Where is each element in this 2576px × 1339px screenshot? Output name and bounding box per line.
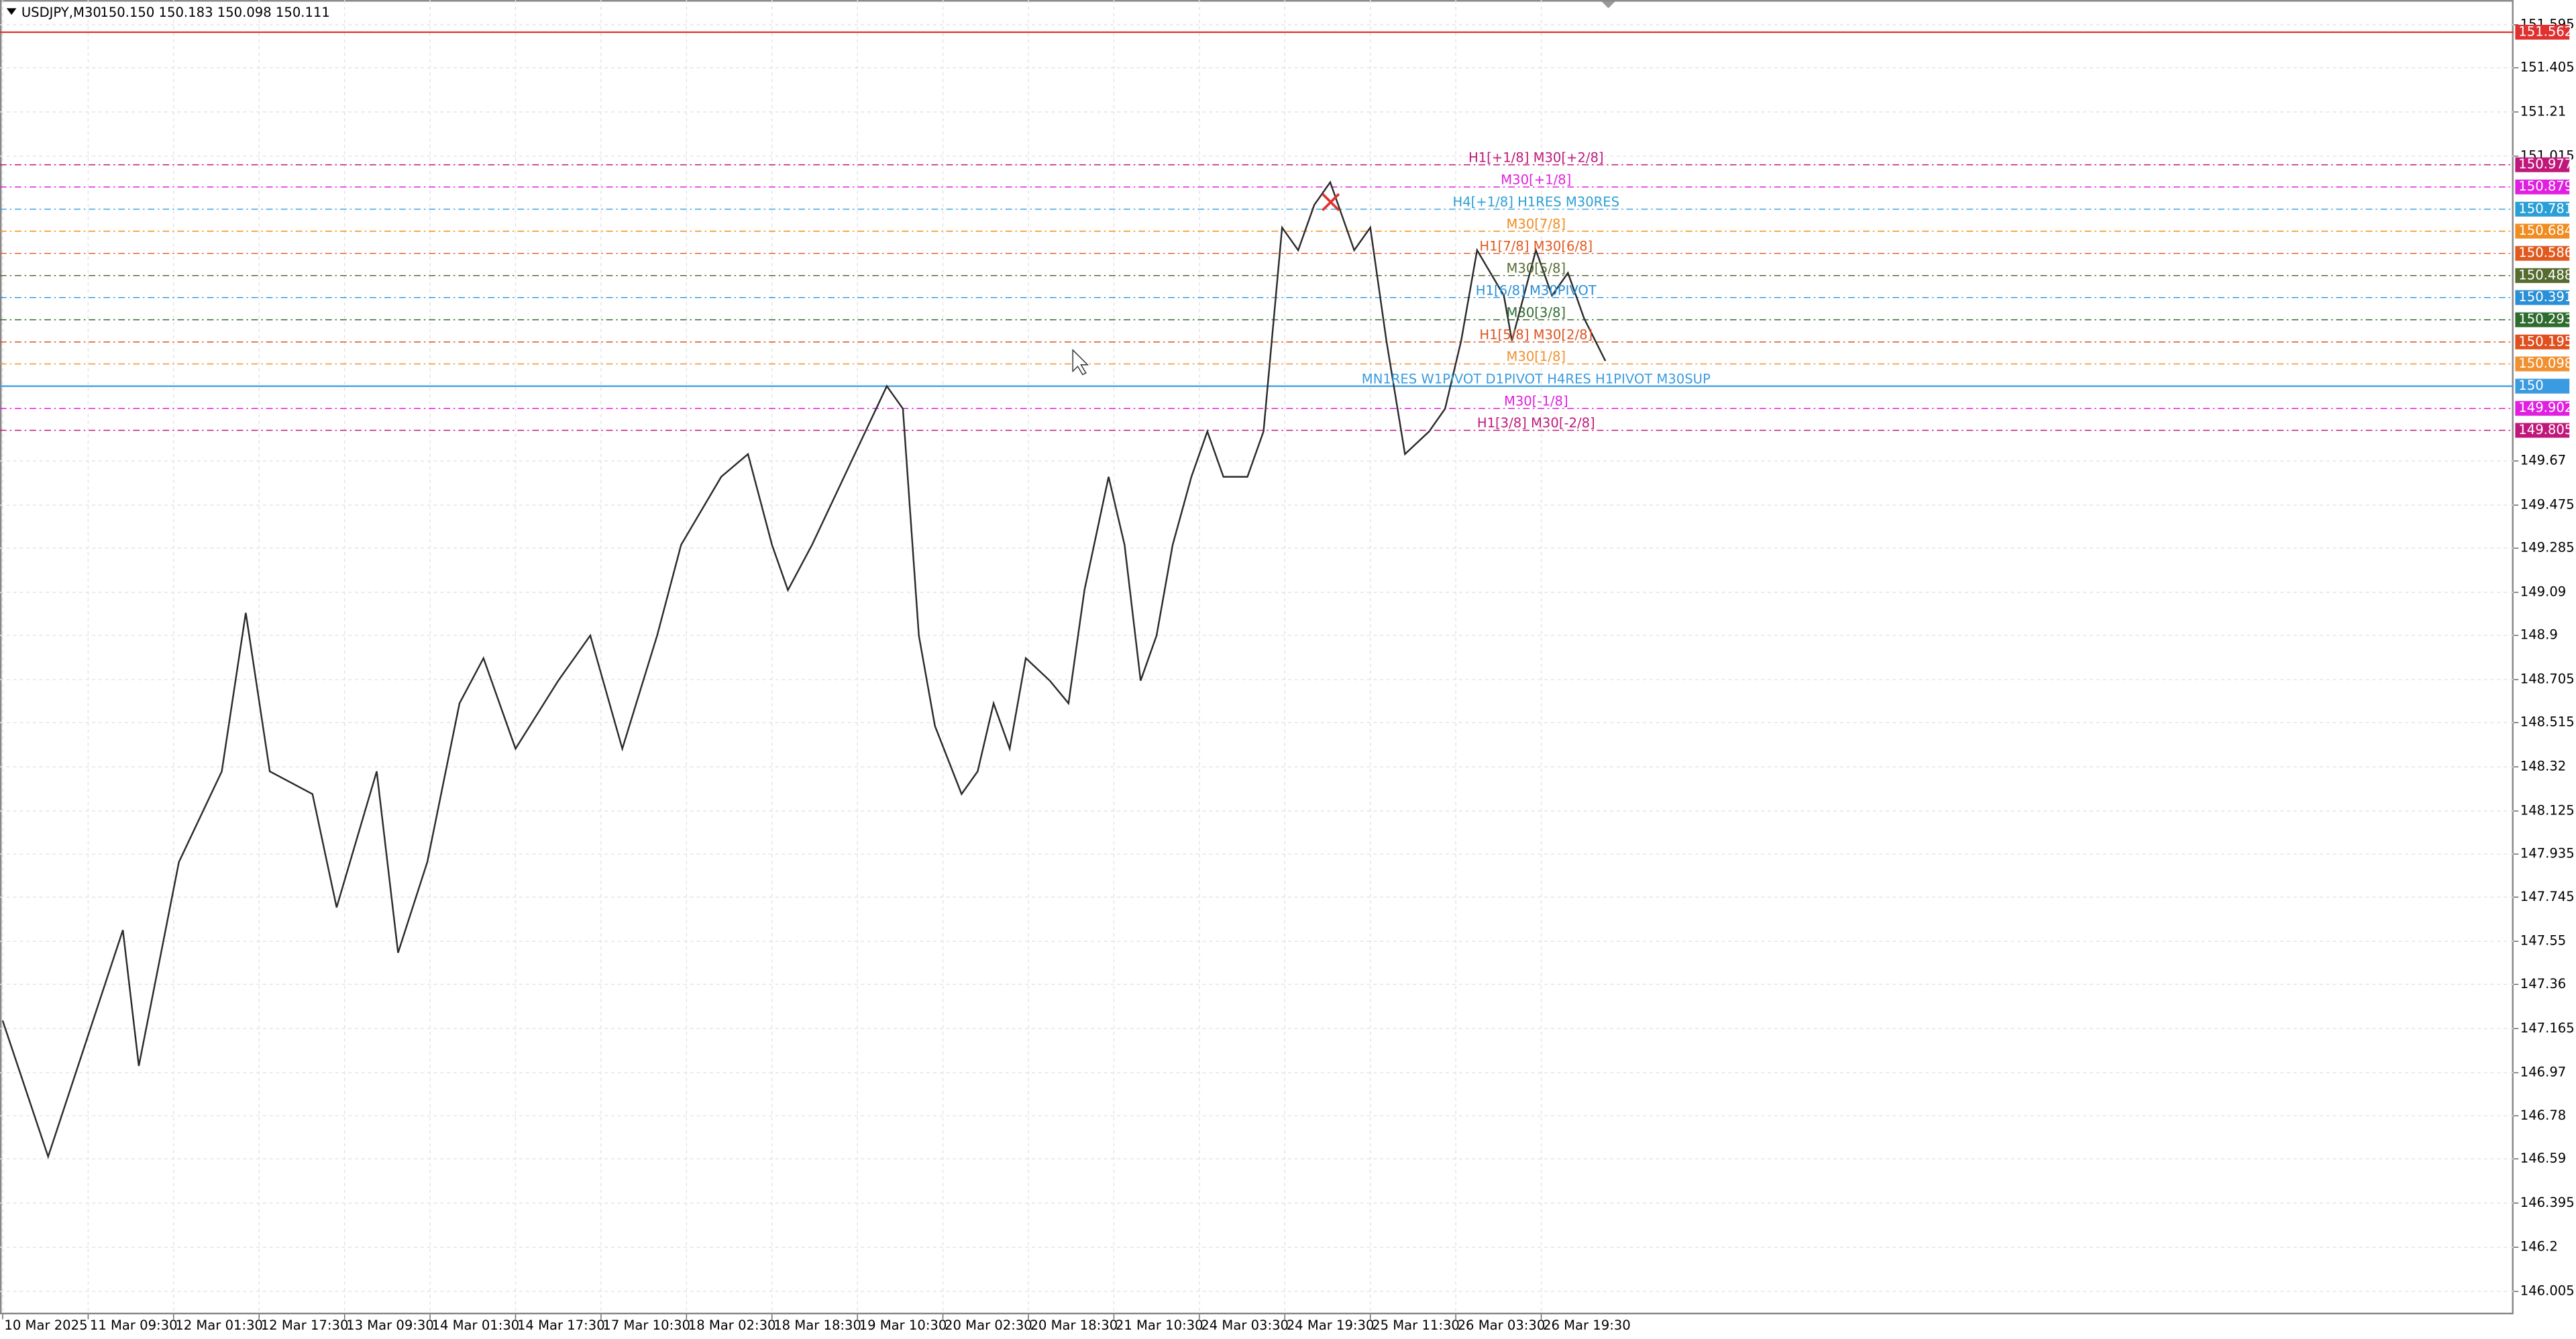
price-box	[2515, 201, 2570, 217]
price-box-label: 149.902	[2518, 400, 2573, 415]
x-tick-label: 24 Mar 19:30	[1287, 1318, 1375, 1333]
price-box	[2515, 290, 2570, 305]
price-box	[2515, 334, 2570, 350]
y-tick-label: 151.21	[2520, 103, 2567, 119]
y-tick-label: 149.475	[2520, 496, 2575, 512]
y-tick-label: 147.935	[2520, 846, 2575, 861]
y-tick-label: 148.32	[2520, 759, 2567, 774]
level-label: H1[3/8] M30[-2/8]	[1477, 415, 1595, 431]
plot-frame	[0, 0, 2514, 1315]
shift-marker	[1601, 1, 1615, 9]
price-box	[2515, 24, 2570, 40]
price-box	[2515, 312, 2570, 327]
price-box-label: 150.293	[2518, 311, 2573, 327]
y-tick-label: 146.005	[2520, 1283, 2575, 1299]
level-label: H1[5/8] M30[2/8]	[1479, 327, 1593, 342]
grid	[0, 0, 2519, 1320]
price-box	[2515, 400, 2570, 416]
x-tick-label: 21 Mar 10:30	[1116, 1318, 1203, 1333]
level-label: H1[+1/8] M30[+2/8]	[1468, 150, 1604, 165]
labels: 151.595151.405151.21151.015149.67149.475…	[4, 16, 2574, 1333]
x-tick-label: 14 Mar 01:30	[432, 1318, 520, 1333]
price-box	[2515, 423, 2570, 438]
x-tick-label: 12 Mar 17:30	[261, 1318, 349, 1333]
x-tick-label: 11 Mar 09:30	[90, 1318, 178, 1333]
x-tick-label: 26 Mar 03:30	[1458, 1318, 1546, 1333]
x-tick-label: 19 Mar 10:30	[859, 1318, 947, 1333]
x-tick-label: 10 Mar 2025	[4, 1318, 87, 1333]
price-line	[1, 180, 1607, 1160]
x-tick-label: 20 Mar 18:30	[1030, 1318, 1118, 1333]
x-tick-label: 26 Mar 19:30	[1543, 1318, 1631, 1333]
price-box-label: 150.488	[2518, 267, 2573, 282]
price-box-label: 150	[2518, 378, 2543, 393]
level-label: M30[1/8]	[1506, 349, 1566, 364]
price-box-label: 150.879	[2518, 178, 2573, 194]
level-label: H1[6/8] M30PIVOT	[1476, 282, 1597, 298]
y-tick-label: 148.515	[2520, 714, 2575, 730]
y-tick-label: 147.55	[2520, 933, 2567, 949]
y-tick-label: 151.405	[2520, 60, 2575, 75]
price-box-label: 150.391	[2518, 289, 2573, 305]
x-tick-label: 12 Mar 01:30	[175, 1318, 263, 1333]
level-label: M30[-1/8]	[1504, 393, 1568, 409]
price-box-label: 150.781	[2518, 201, 2573, 216]
y-tick-label: 148.125	[2520, 802, 2575, 818]
x-tick-label: 20 Mar 02:30	[945, 1318, 1032, 1333]
price-box-label: 151.562	[2518, 24, 2573, 40]
level-label: M30[+1/8]	[1501, 172, 1571, 187]
y-tick-label: 149.09	[2520, 584, 2567, 600]
level-label: M30[5/8]	[1506, 260, 1566, 276]
price-box	[2515, 246, 2570, 261]
price-box	[2515, 356, 2570, 372]
x-tick-label: 18 Mar 02:30	[688, 1318, 776, 1333]
levels	[0, 31, 2514, 431]
level-label: M30[7/8]	[1506, 216, 1566, 231]
x-tick-label: 25 Mar 11:30	[1372, 1318, 1460, 1333]
y-tick-label: 146.395	[2520, 1195, 2575, 1210]
level-label: M30[3/8]	[1506, 305, 1566, 320]
x-tick-label: 24 Mar 03:30	[1201, 1318, 1289, 1333]
y-tick-label: 146.78	[2520, 1108, 2567, 1123]
price-box	[2515, 179, 2570, 195]
menu-arrow	[6, 8, 17, 15]
symbol: USDJPY,M30	[21, 5, 101, 20]
price-box-label: 149.805	[2518, 422, 2573, 437]
y-tick-label: 147.745	[2520, 889, 2575, 904]
y-tick-label: 149.67	[2520, 453, 2567, 468]
peak-marker	[1322, 193, 1340, 211]
x-tick-label: 17 Mar 10:30	[602, 1318, 690, 1333]
price-box-label: 150.977	[2518, 156, 2573, 172]
price-box-label: 150.684	[2518, 223, 2573, 238]
price-box-label: 150.586	[2518, 245, 2573, 260]
level-label: H1[7/8] M30[6/8]	[1479, 238, 1593, 254]
y-tick-label: 146.59	[2520, 1150, 2567, 1166]
x-tick-label: 14 Mar 17:30	[517, 1318, 605, 1333]
price-box	[2515, 268, 2570, 283]
level-label: MN1RES W1PIVOT D1PIVOT H4RES H1PIVOT M30…	[1362, 371, 1711, 386]
ohlc: 150.150 150.183 150.098 150.111	[100, 5, 330, 20]
level-label: H4[+1/8] H1RES M30RES	[1452, 195, 1619, 210]
x-tick-label: 13 Mar 09:30	[346, 1318, 434, 1333]
price-box-label: 150.195	[2518, 333, 2573, 349]
x-tick-label: 18 Mar 18:30	[773, 1318, 861, 1333]
cursor	[1072, 348, 1089, 376]
price-box-label: 150.098	[2518, 356, 2573, 371]
y-tick-label: 146.2	[2520, 1239, 2558, 1254]
y-tick-label: 148.705	[2520, 672, 2575, 687]
y-tick-label: 148.9	[2520, 627, 2558, 643]
price-box	[2515, 223, 2570, 239]
y-tick-label: 147.165	[2520, 1020, 2575, 1036]
series	[1, 180, 1607, 1160]
y-tick-label: 146.97	[2520, 1065, 2567, 1080]
y-tick-label: 147.36	[2520, 976, 2567, 992]
y-tick-label: 149.285	[2520, 540, 2575, 555]
price-box	[2515, 157, 2570, 172]
price-box	[2515, 378, 2570, 394]
